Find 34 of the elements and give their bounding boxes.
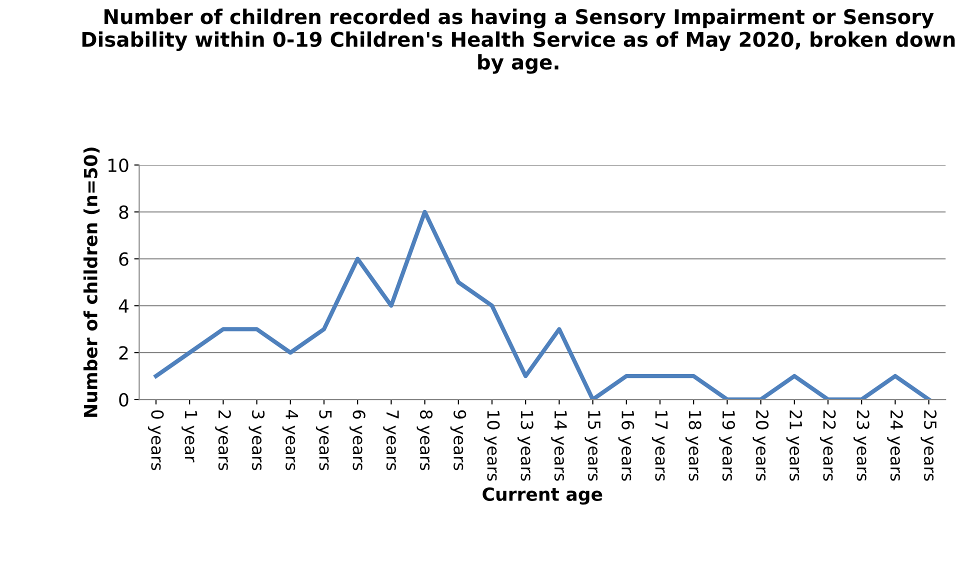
x-tick-label: 10 years xyxy=(484,411,500,481)
y-tick-label: 8 xyxy=(119,205,128,220)
x-tick-label: 1 year xyxy=(182,411,198,462)
x-tick-label: 4 years xyxy=(282,410,298,470)
x-tick-label: 2 years xyxy=(215,410,231,470)
x-tick-label: 17 years xyxy=(652,411,668,481)
y-tick-label: 2 xyxy=(119,346,128,360)
x-tick-label: 21 years xyxy=(786,410,802,481)
x-tick-label: 8 years xyxy=(416,410,433,470)
x-axis-title: Current age xyxy=(482,487,602,505)
x-tick-label: 5 years xyxy=(316,410,332,470)
x-tick-label: 18 years xyxy=(686,411,702,481)
x-tick-label: 24 years xyxy=(887,410,903,481)
x-tick-label: 0 years xyxy=(148,410,164,470)
x-tick-label: 16 years xyxy=(618,411,634,481)
line-series xyxy=(154,210,931,400)
x-tick-label: 3 years xyxy=(248,410,265,470)
y-axis-title: Number of children (n=50) xyxy=(83,148,100,417)
x-tick-label: 20 years xyxy=(752,410,769,481)
x-tick-label: 19 years xyxy=(719,411,735,481)
y-tick-label: 6 xyxy=(119,252,128,266)
x-tick-label: 25 years xyxy=(920,410,937,481)
y-tick-label: 4 xyxy=(118,299,128,313)
chart-title: Number of children recorded as having a Sensory Impairment or Sensory Disability within 0-19 Children's Health Service as of May 2020, broken down by age. xyxy=(82,8,955,74)
x-tick-label: 9 years xyxy=(450,410,466,470)
x-tick-label: 15 years xyxy=(584,411,600,481)
x-tick-label: 23 years xyxy=(854,410,870,481)
x-tick-label: 7 years xyxy=(383,410,399,470)
y-tick-label: 0 xyxy=(119,392,128,407)
x-tick-label: 13 years xyxy=(518,411,534,481)
x-tick-label: 14 years xyxy=(551,411,567,481)
x-tick-label: 6 years xyxy=(350,410,366,470)
x-tick-label: 22 years xyxy=(820,410,836,481)
y-tick-label: 10 xyxy=(108,158,128,172)
